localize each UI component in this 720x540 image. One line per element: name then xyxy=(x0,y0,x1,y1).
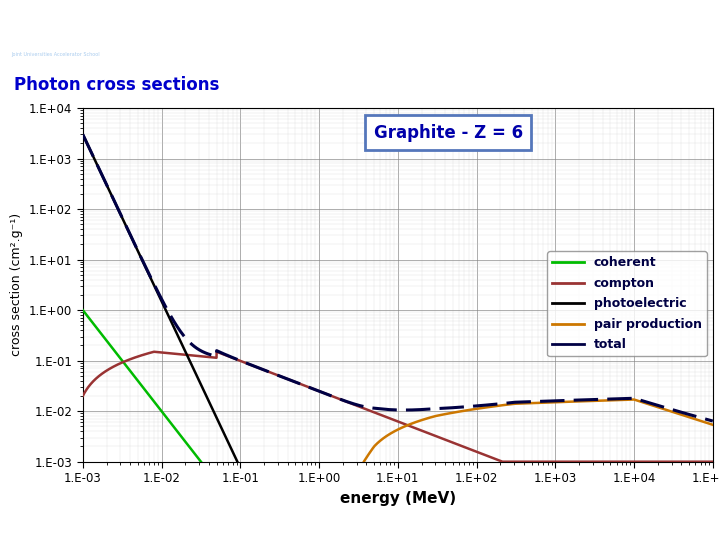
compton xyxy=(150,348,158,355)
total xyxy=(78,131,87,138)
compton xyxy=(498,458,507,465)
total xyxy=(488,401,497,408)
total xyxy=(549,397,557,404)
Text: / 34: / 34 xyxy=(669,521,698,535)
pair production xyxy=(630,396,639,403)
pair production xyxy=(488,403,497,410)
Legend: coherent, compton, photoelectric, pair production, total: coherent, compton, photoelectric, pair p… xyxy=(547,252,706,356)
coherent xyxy=(78,307,87,313)
compton xyxy=(78,393,87,399)
Line: total: total xyxy=(83,134,713,421)
Line: pair production: pair production xyxy=(83,400,713,540)
compton xyxy=(549,458,557,465)
Line: photoelectric: photoelectric xyxy=(83,134,713,540)
coherent xyxy=(193,454,202,460)
X-axis label: energy (MeV): energy (MeV) xyxy=(340,491,456,505)
compton xyxy=(597,458,606,465)
compton xyxy=(708,458,717,465)
total xyxy=(596,396,605,402)
compton xyxy=(456,442,465,449)
Text: Joint Universities Accelerator School: Joint Universities Accelerator School xyxy=(12,52,100,57)
pair production xyxy=(708,422,717,428)
Text: JUAS: JUAS xyxy=(28,17,84,37)
total xyxy=(708,418,717,424)
Text: 2. Interaction of photons with matter: 2. Interaction of photons with matter xyxy=(122,25,562,45)
Text: Graphite - Z = 6: Graphite - Z = 6 xyxy=(374,124,523,142)
compton xyxy=(319,390,328,396)
photoelectric xyxy=(193,374,202,380)
pair production xyxy=(596,397,605,404)
total xyxy=(193,345,202,352)
total xyxy=(319,390,328,396)
photoelectric xyxy=(78,131,87,138)
compton xyxy=(193,353,202,359)
Text: Photon cross sections: Photon cross sections xyxy=(14,76,220,93)
pair production xyxy=(456,408,465,415)
total xyxy=(456,404,465,410)
compton xyxy=(488,455,497,461)
Line: coherent: coherent xyxy=(83,310,713,540)
pair production xyxy=(549,399,557,406)
Line: compton: compton xyxy=(83,352,713,462)
Y-axis label: cross section (cm².g⁻¹): cross section (cm².g⁻¹) xyxy=(11,213,24,356)
